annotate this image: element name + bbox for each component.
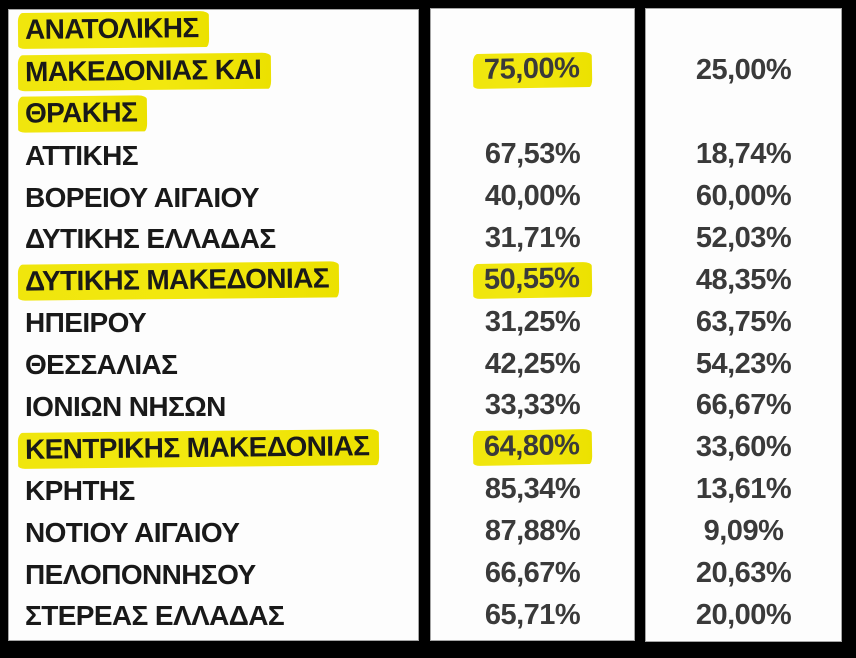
percent-2-cell: 33,60% [645, 427, 842, 469]
percent-1-text: 31,25% [484, 305, 581, 338]
percent-2-text: 9,09% [703, 515, 784, 548]
percent-2-text: 33,60% [695, 431, 792, 464]
region-name-text: ΔΥΤΙΚΗΣ ΕΛΛΑΔΑΣ [25, 223, 276, 255]
region-name-text: ΜΑΚΕΔΟΝΙΑΣ ΚΑΙ [17, 52, 272, 92]
percent-1-cell: 42,25% [430, 343, 635, 385]
percent-column-1-panel: 75,00% 67,53% 40,00% 31,71% 50,55% 31,25% 42,2… [430, 8, 635, 641]
percent-2-text: 52,03% [695, 221, 792, 254]
region-name-text: ΑΤΤΙΚΗΣ [25, 139, 139, 171]
percent-2-cell [645, 8, 842, 50]
region-name-text: ΘΡΑΚΗΣ [17, 95, 148, 133]
percent-2-text: 60,00% [695, 180, 792, 212]
percent-1-text: 50,55% [472, 261, 593, 299]
percent-2-text: 20,00% [695, 598, 792, 631]
percent-1-cell: 67,53% [430, 134, 635, 176]
percent-2-cell: 52,03% [645, 217, 842, 259]
region-name-cell: ΙΟΝΙΩΝ ΝΗΣΩΝ [8, 386, 419, 428]
percent-1-cell: 50,55% [430, 259, 635, 301]
percent-2-cell: 20,63% [645, 553, 842, 595]
region-name-cell: ΣΤΕΡΕΑΣ ΕΛΛΑΔΑΣ [8, 595, 419, 637]
percent-1-text: 75,00% [472, 52, 593, 90]
region-name-cell: ΑΤΤΙΚΗΣ [8, 135, 419, 177]
percent-2-cell: 48,35% [645, 259, 842, 301]
region-name-cell: ΚΡΗΤΗΣ [8, 470, 419, 512]
region-name-text: ΝΟΤΙΟΥ ΑΙΓΑΙΟΥ [25, 516, 240, 548]
region-name-cell: ΠΕΛΟΠΟΝΝΗΣΟΥ [8, 554, 419, 596]
percent-2-cell [645, 92, 842, 134]
percent-1-cell: 66,67% [430, 553, 635, 595]
percent-1-cell: 75,00% [430, 50, 635, 92]
region-names-panel: ΑΝΑΤΟΛΙΚΗΣ ΜΑΚΕΔΟΝΙΑΣ ΚΑΙ ΘΡΑΚΗΣ ΑΤΤΙΚΗΣ ΒΟΡ… [8, 9, 419, 641]
percent-1-text: 65,71% [484, 598, 581, 631]
percent-2-text: 48,35% [695, 263, 792, 296]
region-name-cell: ΑΝΑΤΟΛΙΚΗΣ [8, 9, 419, 51]
percent-1-text: 66,67% [484, 557, 581, 590]
region-name-cell: ΚΕΝΤΡΙΚΗΣ ΜΑΚΕΔΟΝΙΑΣ [8, 428, 419, 470]
percent-2-cell: 60,00% [645, 176, 842, 218]
region-name-cell: ΘΡΑΚΗΣ [8, 93, 419, 135]
region-name-text: ΙΟΝΙΩΝ ΝΗΣΩΝ [25, 390, 226, 422]
region-name-cell: ΗΠΕΙΡΟΥ [8, 302, 419, 344]
percent-2-cell: 9,09% [645, 511, 842, 553]
region-name-text: ΚΕΝΤΡΙΚΗΣ ΜΑΚΕΔΟΝΙΑΣ [17, 428, 380, 469]
region-name-cell: ΔΥΤΙΚΗΣ ΕΛΛΑΔΑΣ [8, 218, 419, 260]
percent-2-cell: 66,67% [645, 385, 842, 427]
region-name-cell: ΒΟΡΕΙΟΥ ΑΙΓΑΙΟΥ [8, 177, 419, 219]
percent-2-text: 13,61% [695, 473, 792, 506]
percent-2-cell: 13,61% [645, 469, 842, 511]
region-name-text: ΘΕΣΣΑΛΙΑΣ [25, 349, 178, 381]
percent-1-cell: 40,00% [430, 176, 635, 218]
percent-2-text: 66,67% [695, 389, 792, 422]
percent-2-cell: 18,74% [645, 134, 842, 176]
percent-1-cell: 31,71% [430, 217, 635, 259]
region-name-text: ΠΕΛΟΠΟΝΝΗΣΟΥ [25, 558, 256, 590]
region-name-cell: ΜΑΚΕΔΟΝΙΑΣ ΚΑΙ [8, 51, 419, 93]
percent-2-text: 63,75% [695, 305, 792, 338]
percent-1-text: 87,88% [484, 515, 581, 548]
region-name-text: ΔΥΤΙΚΗΣ ΜΑΚΕΔΟΝΙΑΣ [17, 261, 340, 301]
percent-column-2-panel: 25,00% 18,74% 60,00% 52,03% 48,35% 63,75% 54,2… [645, 8, 842, 642]
percent-1-text: 31,71% [484, 221, 581, 254]
region-name-text: ΒΟΡΕΙΟΥ ΑΙΓΑΙΟΥ [25, 181, 260, 213]
percent-1-cell [430, 92, 635, 134]
region-name-cell: ΔΥΤΙΚΗΣ ΜΑΚΕΔΟΝΙΑΣ [8, 260, 419, 302]
region-name-text: ΣΤΕΡΕΑΣ ΕΛΛΑΔΑΣ [25, 600, 285, 632]
percent-1-cell: 64,80% [430, 427, 635, 469]
region-name-cell: ΝΟΤΙΟΥ ΑΙΓΑΙΟΥ [8, 512, 419, 554]
percent-1-cell [430, 8, 635, 50]
percent-2-cell: 25,00% [645, 50, 842, 92]
percent-1-cell: 85,34% [430, 469, 635, 511]
percent-2-text: 18,74% [695, 138, 792, 171]
percent-1-text: 64,80% [472, 429, 593, 467]
percent-2-text: 54,23% [695, 347, 792, 380]
percent-1-text: 42,25% [484, 347, 581, 380]
percent-1-cell: 33,33% [430, 385, 635, 427]
percent-2-cell: 63,75% [645, 301, 842, 343]
region-name-text: ΗΠΕΙΡΟΥ [25, 307, 147, 339]
region-name-text: ΑΝΑΤΟΛΙΚΗΣ [17, 10, 209, 49]
percent-2-text: 20,63% [695, 557, 792, 590]
percent-1-text: 40,00% [484, 180, 581, 212]
percent-2-cell: 20,00% [645, 594, 842, 636]
percent-2-text: 25,00% [695, 54, 792, 87]
region-name-cell: ΘΕΣΣΑΛΙΑΣ [8, 344, 419, 386]
region-name-text: ΚΡΗΤΗΣ [25, 474, 135, 506]
percent-2-cell: 54,23% [645, 343, 842, 385]
percent-1-text: 67,53% [484, 138, 581, 171]
percent-1-text: 85,34% [484, 473, 581, 506]
percent-1-cell: 31,25% [430, 301, 635, 343]
percent-1-cell: 87,88% [430, 511, 635, 553]
percent-1-text: 33,33% [484, 389, 581, 422]
percent-1-cell: 65,71% [430, 594, 635, 636]
